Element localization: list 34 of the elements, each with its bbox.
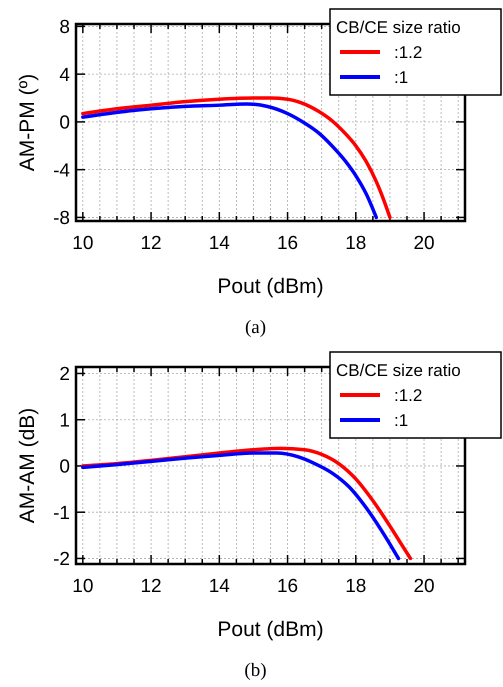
legend-label: :1 <box>394 410 408 430</box>
legend-label: :1 <box>394 68 408 87</box>
y-tick-label: 0 <box>59 456 70 478</box>
x-tick-label: 20 <box>413 233 435 254</box>
legend-title: CB/CE size ratio <box>336 361 461 380</box>
x-tick-label: 16 <box>276 576 298 597</box>
x-tick-label: 14 <box>208 576 230 597</box>
x-tick-label: 12 <box>140 576 162 597</box>
x-tick-label: 14 <box>208 233 230 254</box>
x-axis-title: Pout (dBm) <box>217 275 324 298</box>
x-tick-label: 16 <box>276 233 298 254</box>
legend-title: CB/CE size ratio <box>336 18 461 37</box>
x-tick-label: 18 <box>345 233 366 254</box>
y-tick-label: -1 <box>53 502 70 524</box>
legend-label: :1.2 <box>394 42 422 62</box>
x-tick-label: 18 <box>345 576 366 597</box>
x-tick-label: 10 <box>72 576 94 597</box>
y-axis-title: AM-AM (dB) <box>16 408 39 524</box>
legend-label: :1.2 <box>394 386 422 405</box>
y-tick-label: -2 <box>53 549 70 570</box>
text: (a) <box>244 317 266 338</box>
y-tick-label: 0 <box>59 112 70 134</box>
y-tick-label: 2 <box>59 364 70 386</box>
x-tick-label: 20 <box>413 576 435 597</box>
text: (b) <box>244 660 267 681</box>
y-tick-label: 8 <box>59 17 70 38</box>
x-axis-title: Pout (dBm) <box>217 618 324 641</box>
x-tick-label: 10 <box>72 233 94 254</box>
y-tick-label: 1 <box>59 410 70 432</box>
y-tick-label: -8 <box>53 208 70 230</box>
y-tick-label: 4 <box>59 64 70 86</box>
x-tick-label: 12 <box>140 233 162 254</box>
y-tick-label: -4 <box>53 160 70 182</box>
y-axis-title: AM-PM (º) <box>16 74 39 172</box>
